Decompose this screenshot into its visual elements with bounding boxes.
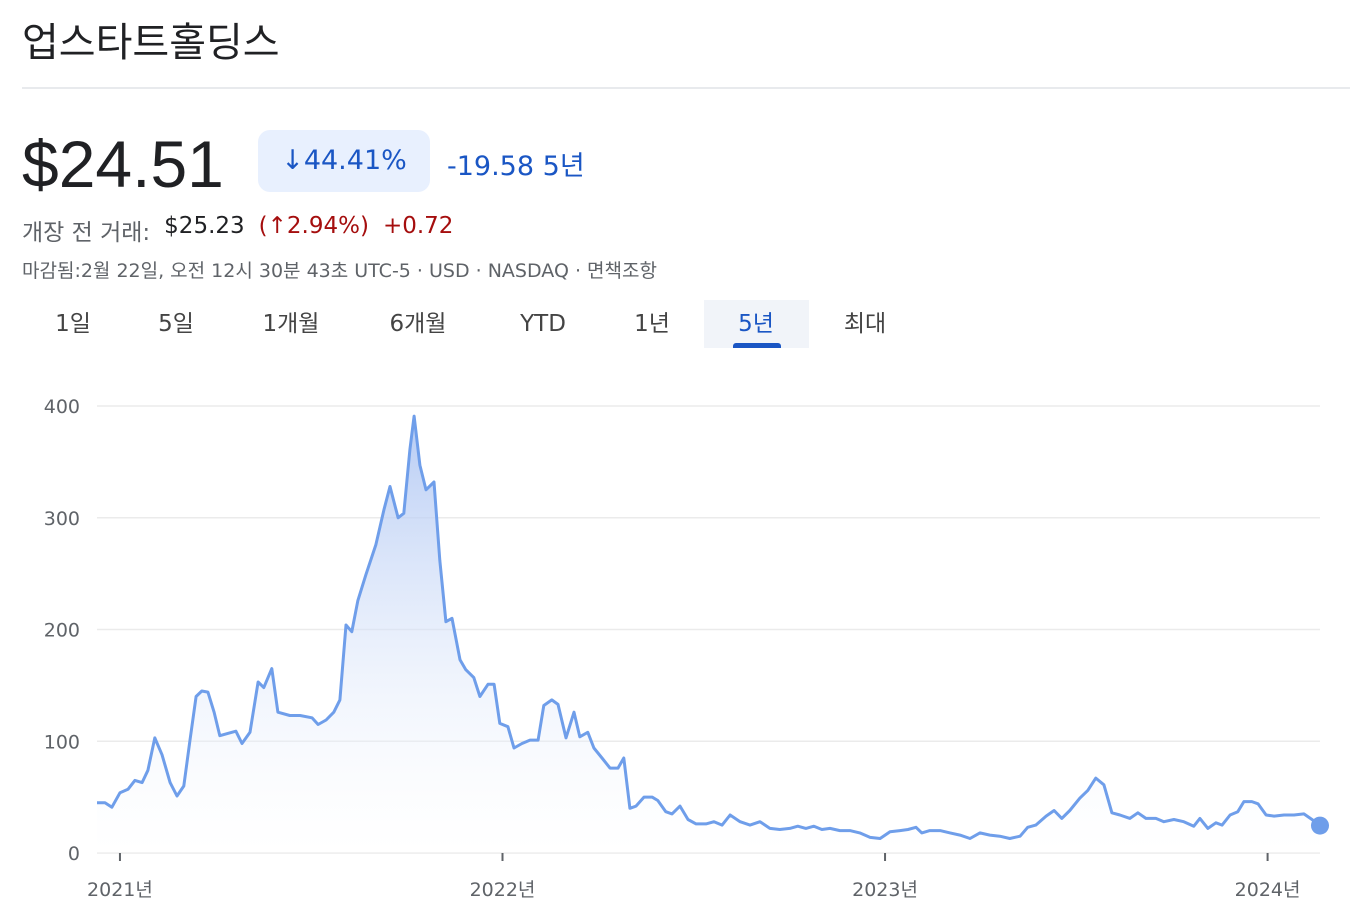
range-tab[interactable]: 5년 (703, 300, 809, 348)
y-tick-label: 0 (68, 843, 80, 865)
range-tab[interactable]: 1년 (634, 311, 670, 337)
premarket: 개장 전 거래: $25.23 (↑2.94%) +0.72 (22, 213, 453, 247)
x-tick-label: 2021년 (87, 879, 153, 901)
change-badge: ↓44.41% (258, 130, 430, 192)
change-value: -19.58 (447, 151, 535, 182)
premarket-change: +0.72 (382, 213, 454, 239)
range-tabs: 1일 5일 1개월 6개월 YTD 1년 5년 최대 (0, 300, 1350, 350)
range-tab[interactable]: 최대 (843, 311, 887, 337)
x-tick-label: 2022년 (470, 879, 536, 901)
area-fill (97, 416, 1320, 853)
y-tick-label: 300 (44, 508, 80, 530)
divider (22, 87, 1350, 89)
y-tick-label: 200 (44, 620, 80, 642)
period: 5년 (542, 151, 585, 182)
x-tick-label: 2023년 (852, 879, 918, 901)
range-tab[interactable]: 1일 (55, 311, 91, 337)
premarket-percent: (↑2.94%) (258, 213, 369, 239)
premarket-price: $25.23 (164, 213, 245, 239)
range-tab[interactable]: YTD (520, 311, 566, 337)
y-tick-label: 400 (44, 396, 80, 418)
price: $24.51 (22, 127, 224, 201)
price-line (97, 414, 1321, 840)
range-tab[interactable]: 1개월 (262, 311, 320, 337)
x-tick-label: 2024년 (1235, 879, 1301, 901)
y-tick-label: 100 (44, 731, 80, 753)
status-line: 마감됨:2월 22일, 오전 12시 30분 43초 UTC-5 · USD ·… (22, 260, 657, 282)
premarket-label: 개장 전 거래: (22, 220, 151, 246)
change: -19.58 5년 (447, 144, 585, 183)
title: 업스타트홀딩스 (22, 20, 280, 66)
last-point (1311, 816, 1329, 835)
range-tab[interactable]: 6개월 (389, 311, 447, 337)
range-tab[interactable]: 5일 (158, 311, 194, 337)
